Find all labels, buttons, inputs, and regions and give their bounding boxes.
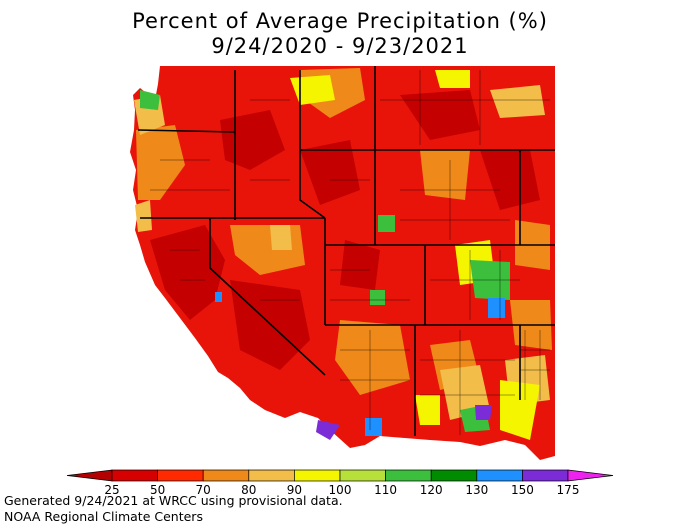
legend-swatch [157,469,204,482]
legend-right-cap [567,469,614,482]
legend-swatch [202,469,250,482]
very-dry-areas [150,90,540,370]
legend-swatch [476,469,523,482]
legend-label: 120 [420,483,443,497]
legend-swatch [248,469,295,482]
legend-swatch [294,469,341,482]
legend-label: 80 [241,483,256,497]
legend-swatch [430,469,478,482]
legend-label: 70 [196,483,211,497]
legend-label: 130 [465,483,488,497]
legend-swatch [385,469,432,482]
legend-left-cap [66,469,113,482]
legend-label: 50 [150,483,165,497]
legend-label: 110 [374,483,397,497]
county-borders [150,70,550,435]
legend-label: 100 [329,483,352,497]
source-credit: NOAA Regional Climate Centers [4,509,203,524]
map-date-range: 9/24/2020 - 9/23/2021 [211,34,469,58]
wet-spots [215,292,505,440]
map-title: Percent of Average Precipitation (%) [132,9,548,33]
legend-label: 25 [104,483,119,497]
legend-label: 175 [557,483,580,497]
legend-swatch [111,469,158,482]
generation-note: Generated 9/24/2021 at WRCC using provis… [4,493,343,508]
legend-swatch [522,469,569,482]
legend-label: 90 [287,483,302,497]
legend-label: 150 [511,483,534,497]
legend-swatch [339,469,386,482]
state-borders [137,66,555,436]
